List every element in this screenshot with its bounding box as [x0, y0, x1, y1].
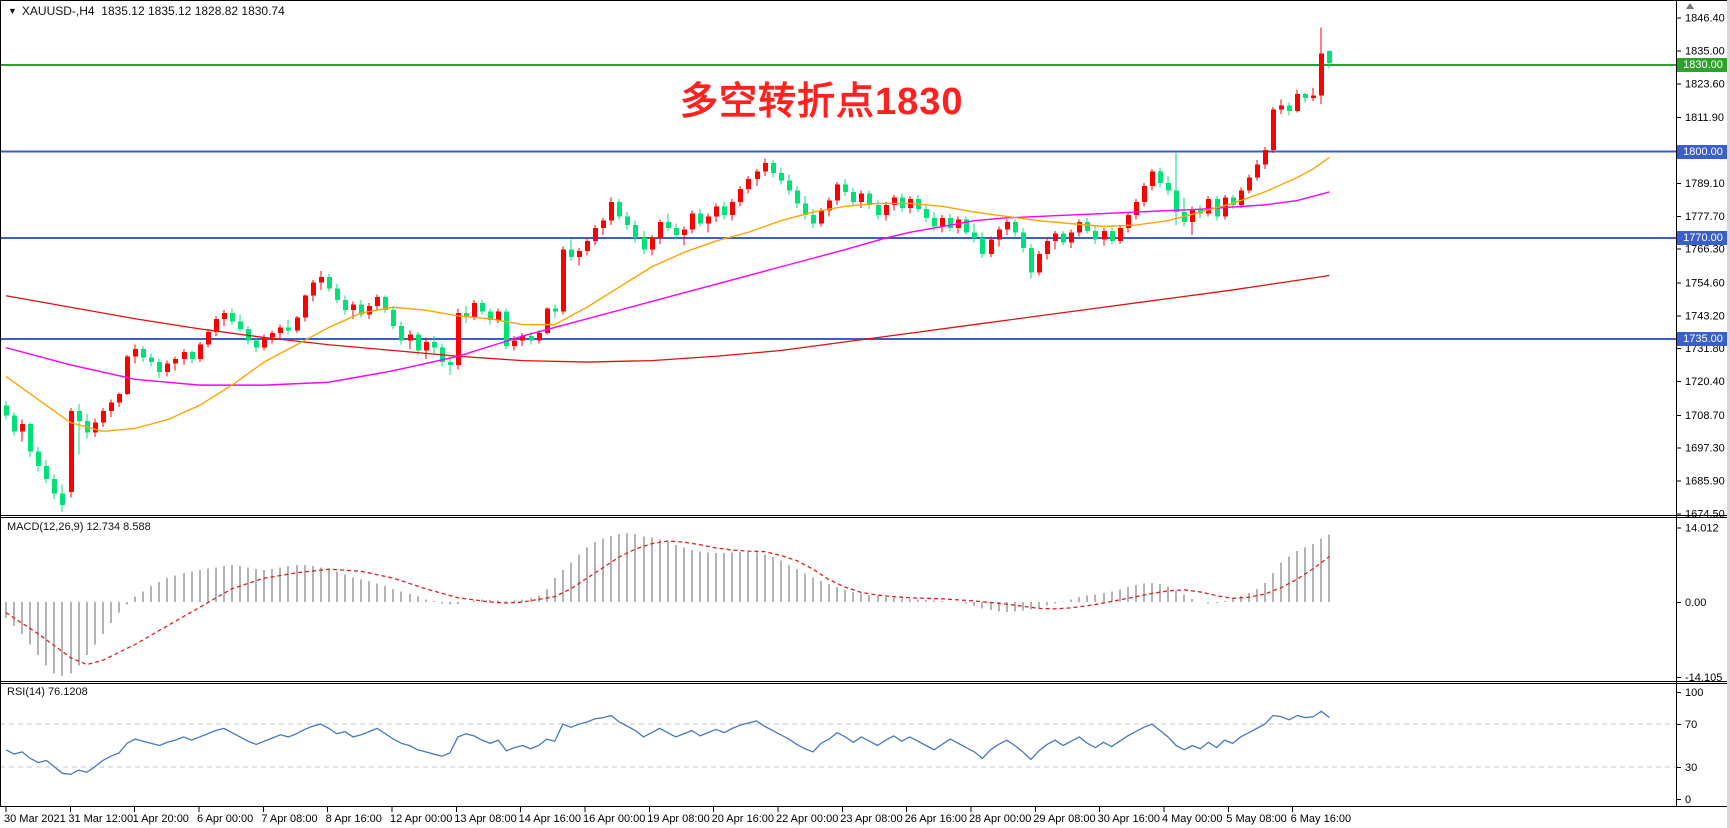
svg-text:14 Apr 16:00: 14 Apr 16:00 — [519, 813, 581, 825]
svg-text:30 Apr 16:00: 30 Apr 16:00 — [1098, 813, 1160, 825]
svg-text:1846.40: 1846.40 — [1685, 13, 1725, 25]
svg-text:0: 0 — [1685, 794, 1691, 806]
svg-text:1766.30: 1766.30 — [1685, 244, 1725, 256]
symbol-dropdown-icon[interactable]: ▼ — [8, 6, 17, 16]
svg-text:16 Apr 00:00: 16 Apr 00:00 — [583, 813, 645, 825]
svg-text:14.012: 14.012 — [1685, 523, 1719, 535]
svg-text:30: 30 — [1685, 762, 1697, 774]
rsi-panel[interactable] — [0, 684, 1676, 806]
svg-text:31 Mar 12:00: 31 Mar 12:00 — [68, 813, 133, 825]
svg-text:29 Apr 08:00: 29 Apr 08:00 — [1033, 813, 1095, 825]
svg-text:6 May 16:00: 6 May 16:00 — [1291, 813, 1352, 825]
svg-text:26 Apr 16:00: 26 Apr 16:00 — [905, 813, 967, 825]
chart-annotation: 多空转折点1830 — [680, 81, 964, 123]
svg-text:1743.20: 1743.20 — [1685, 310, 1725, 322]
svg-text:1 Apr 20:00: 1 Apr 20:00 — [133, 813, 189, 825]
macd-panel[interactable] — [0, 518, 1676, 681]
time-axis[interactable] — [0, 807, 1730, 828]
svg-text:7 Apr 08:00: 7 Apr 08:00 — [261, 813, 317, 825]
svg-text:1708.70: 1708.70 — [1685, 410, 1725, 422]
svg-text:22 Apr 00:00: 22 Apr 00:00 — [776, 813, 838, 825]
svg-text:6 Apr 00:00: 6 Apr 00:00 — [197, 813, 253, 825]
chart-title: XAUUSD-,H4 1835.12 1835.12 1828.82 1830.… — [21, 4, 285, 18]
svg-text:12 Apr 00:00: 12 Apr 00:00 — [390, 813, 452, 825]
svg-text:-14.105: -14.105 — [1685, 672, 1722, 684]
macd-indicator-label: MACD(12,26,9) 12.734 8.588 — [7, 521, 151, 533]
svg-text:19 Apr 08:00: 19 Apr 08:00 — [647, 813, 709, 825]
svg-text:1835.00: 1835.00 — [1685, 46, 1725, 58]
main-chart-panel[interactable] — [0, 0, 1676, 516]
price-level-badge: 1735.00 — [1677, 331, 1729, 346]
price-level-badge: 1830.00 — [1677, 58, 1729, 72]
svg-text:1731.80: 1731.80 — [1685, 343, 1725, 355]
chart-title-bar: ▼ XAUUSD-,H4 1835.12 1835.12 1828.82 183… — [8, 4, 285, 18]
rsi-indicator-label: RSI(14) 76.1208 — [7, 686, 88, 698]
svg-text:1720.40: 1720.40 — [1685, 376, 1725, 388]
window-edge-strip — [1727, 0, 1730, 828]
svg-text:1685.90: 1685.90 — [1685, 476, 1725, 488]
svg-text:23 Apr 08:00: 23 Apr 08:00 — [840, 813, 902, 825]
svg-text:4 May 00:00: 4 May 00:00 — [1162, 813, 1223, 825]
svg-text:1789.10: 1789.10 — [1685, 178, 1725, 190]
svg-text:1697.30: 1697.30 — [1685, 443, 1725, 455]
svg-text:30 Mar 2021: 30 Mar 2021 — [4, 813, 66, 825]
svg-text:5 May 08:00: 5 May 08:00 — [1226, 813, 1287, 825]
svg-text:100: 100 — [1685, 687, 1703, 699]
svg-text:13 Apr 08:00: 13 Apr 08:00 — [454, 813, 516, 825]
price-level-badge: 1800.00 — [1677, 144, 1729, 159]
svg-text:1754.60: 1754.60 — [1685, 277, 1725, 289]
price-axis[interactable] — [1676, 0, 1730, 807]
svg-text:1674.50: 1674.50 — [1685, 508, 1725, 520]
svg-text:1823.60: 1823.60 — [1685, 78, 1725, 90]
svg-text:1811.90: 1811.90 — [1685, 112, 1724, 124]
svg-text:20 Apr 16:00: 20 Apr 16:00 — [712, 813, 774, 825]
svg-text:0.00: 0.00 — [1685, 597, 1706, 609]
svg-text:1777.70: 1777.70 — [1685, 211, 1725, 223]
svg-text:28 Apr 00:00: 28 Apr 00:00 — [969, 813, 1031, 825]
price-level-badge: 1770.00 — [1677, 231, 1729, 246]
svg-text:8 Apr 16:00: 8 Apr 16:00 — [326, 813, 382, 825]
svg-text:70: 70 — [1685, 719, 1697, 731]
